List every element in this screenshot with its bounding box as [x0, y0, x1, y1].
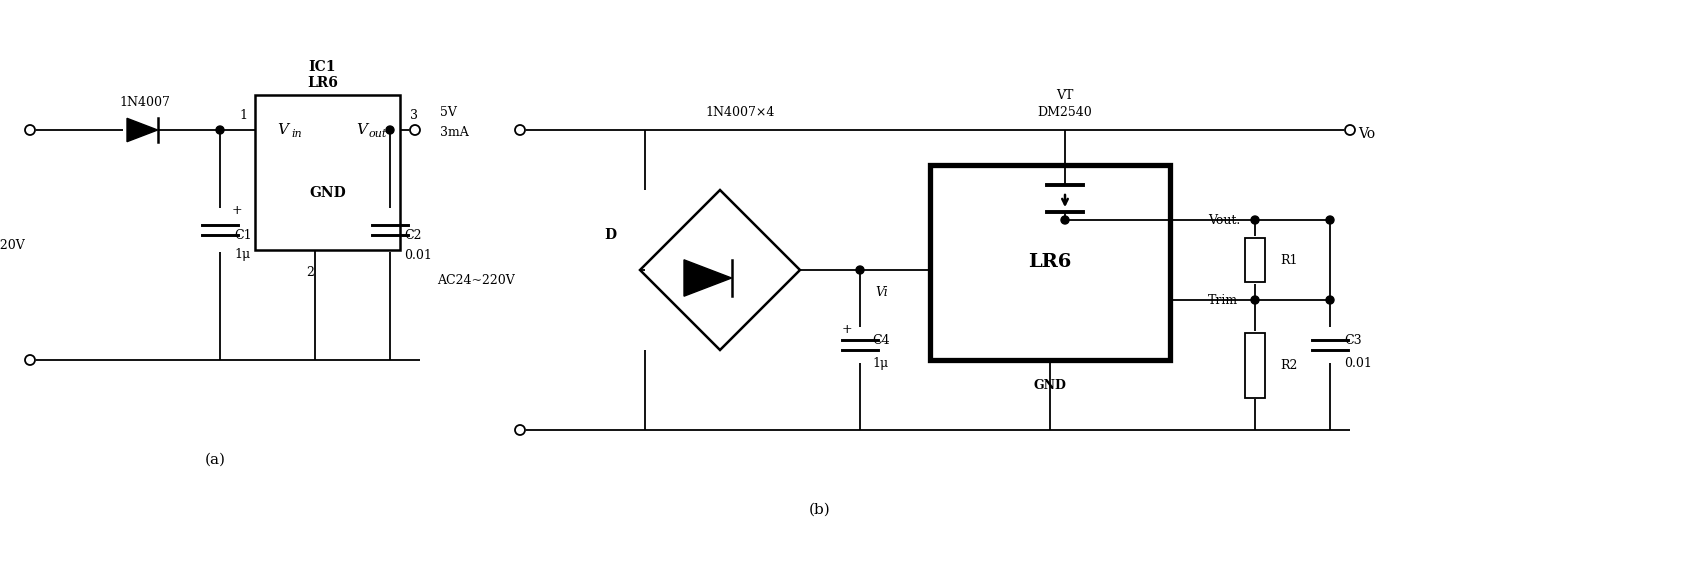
Circle shape	[25, 355, 36, 365]
Circle shape	[1325, 216, 1334, 224]
Text: Trim: Trim	[1209, 294, 1237, 307]
Text: Vi: Vi	[875, 286, 888, 299]
Text: R1: R1	[1280, 254, 1297, 266]
Text: 5V: 5V	[441, 105, 458, 118]
Text: 1μ: 1μ	[234, 248, 251, 261]
Text: (a): (a)	[205, 453, 225, 467]
Text: GND: GND	[1034, 378, 1066, 391]
Text: 1N4007×4: 1N4007×4	[705, 105, 775, 118]
Text: out: out	[370, 129, 386, 139]
Circle shape	[1061, 216, 1070, 224]
Text: 3: 3	[410, 109, 419, 122]
Text: AC24~220V: AC24~220V	[437, 274, 515, 287]
Circle shape	[1251, 216, 1259, 224]
Text: GND: GND	[308, 185, 346, 200]
Text: 3mA: 3mA	[441, 126, 470, 138]
Text: C4: C4	[871, 333, 890, 347]
Text: 0.01: 0.01	[403, 249, 432, 262]
Polygon shape	[127, 118, 158, 142]
Circle shape	[856, 266, 864, 274]
Bar	[1246, 332, 1264, 398]
Text: LR6: LR6	[1029, 253, 1071, 271]
Text: 1N4007: 1N4007	[120, 96, 171, 109]
Polygon shape	[641, 190, 800, 350]
Text: V: V	[278, 123, 288, 137]
Circle shape	[1325, 296, 1334, 304]
Circle shape	[410, 125, 420, 135]
Text: 1: 1	[239, 109, 247, 122]
Bar	[254, 95, 400, 250]
Circle shape	[515, 425, 525, 435]
Circle shape	[386, 126, 393, 134]
Text: DM2540: DM2540	[1037, 105, 1092, 118]
Text: AC24~220V: AC24~220V	[0, 238, 25, 251]
Polygon shape	[685, 260, 732, 296]
Text: LR6: LR6	[307, 76, 337, 90]
Text: in: in	[292, 129, 302, 139]
Bar	[931, 165, 1170, 360]
Circle shape	[1251, 296, 1259, 304]
Text: Vo: Vo	[1358, 127, 1375, 141]
Text: R2: R2	[1280, 358, 1297, 372]
Text: Vout.: Vout.	[1209, 213, 1241, 226]
Text: D: D	[603, 228, 615, 242]
Circle shape	[215, 126, 224, 134]
Text: 1μ: 1μ	[871, 357, 888, 369]
Text: (b): (b)	[809, 503, 831, 517]
Text: +: +	[232, 204, 242, 216]
Text: C2: C2	[403, 229, 422, 241]
Text: 0.01: 0.01	[1344, 357, 1371, 369]
Circle shape	[25, 125, 36, 135]
Text: V: V	[356, 123, 368, 137]
Text: C3: C3	[1344, 333, 1361, 347]
Text: IC1: IC1	[308, 60, 336, 74]
Bar	[1246, 238, 1264, 282]
Text: 2: 2	[307, 266, 314, 278]
Text: VT: VT	[1056, 89, 1073, 101]
Text: C1: C1	[234, 229, 251, 241]
Text: +: +	[841, 323, 853, 336]
Circle shape	[1346, 125, 1354, 135]
Circle shape	[515, 125, 525, 135]
